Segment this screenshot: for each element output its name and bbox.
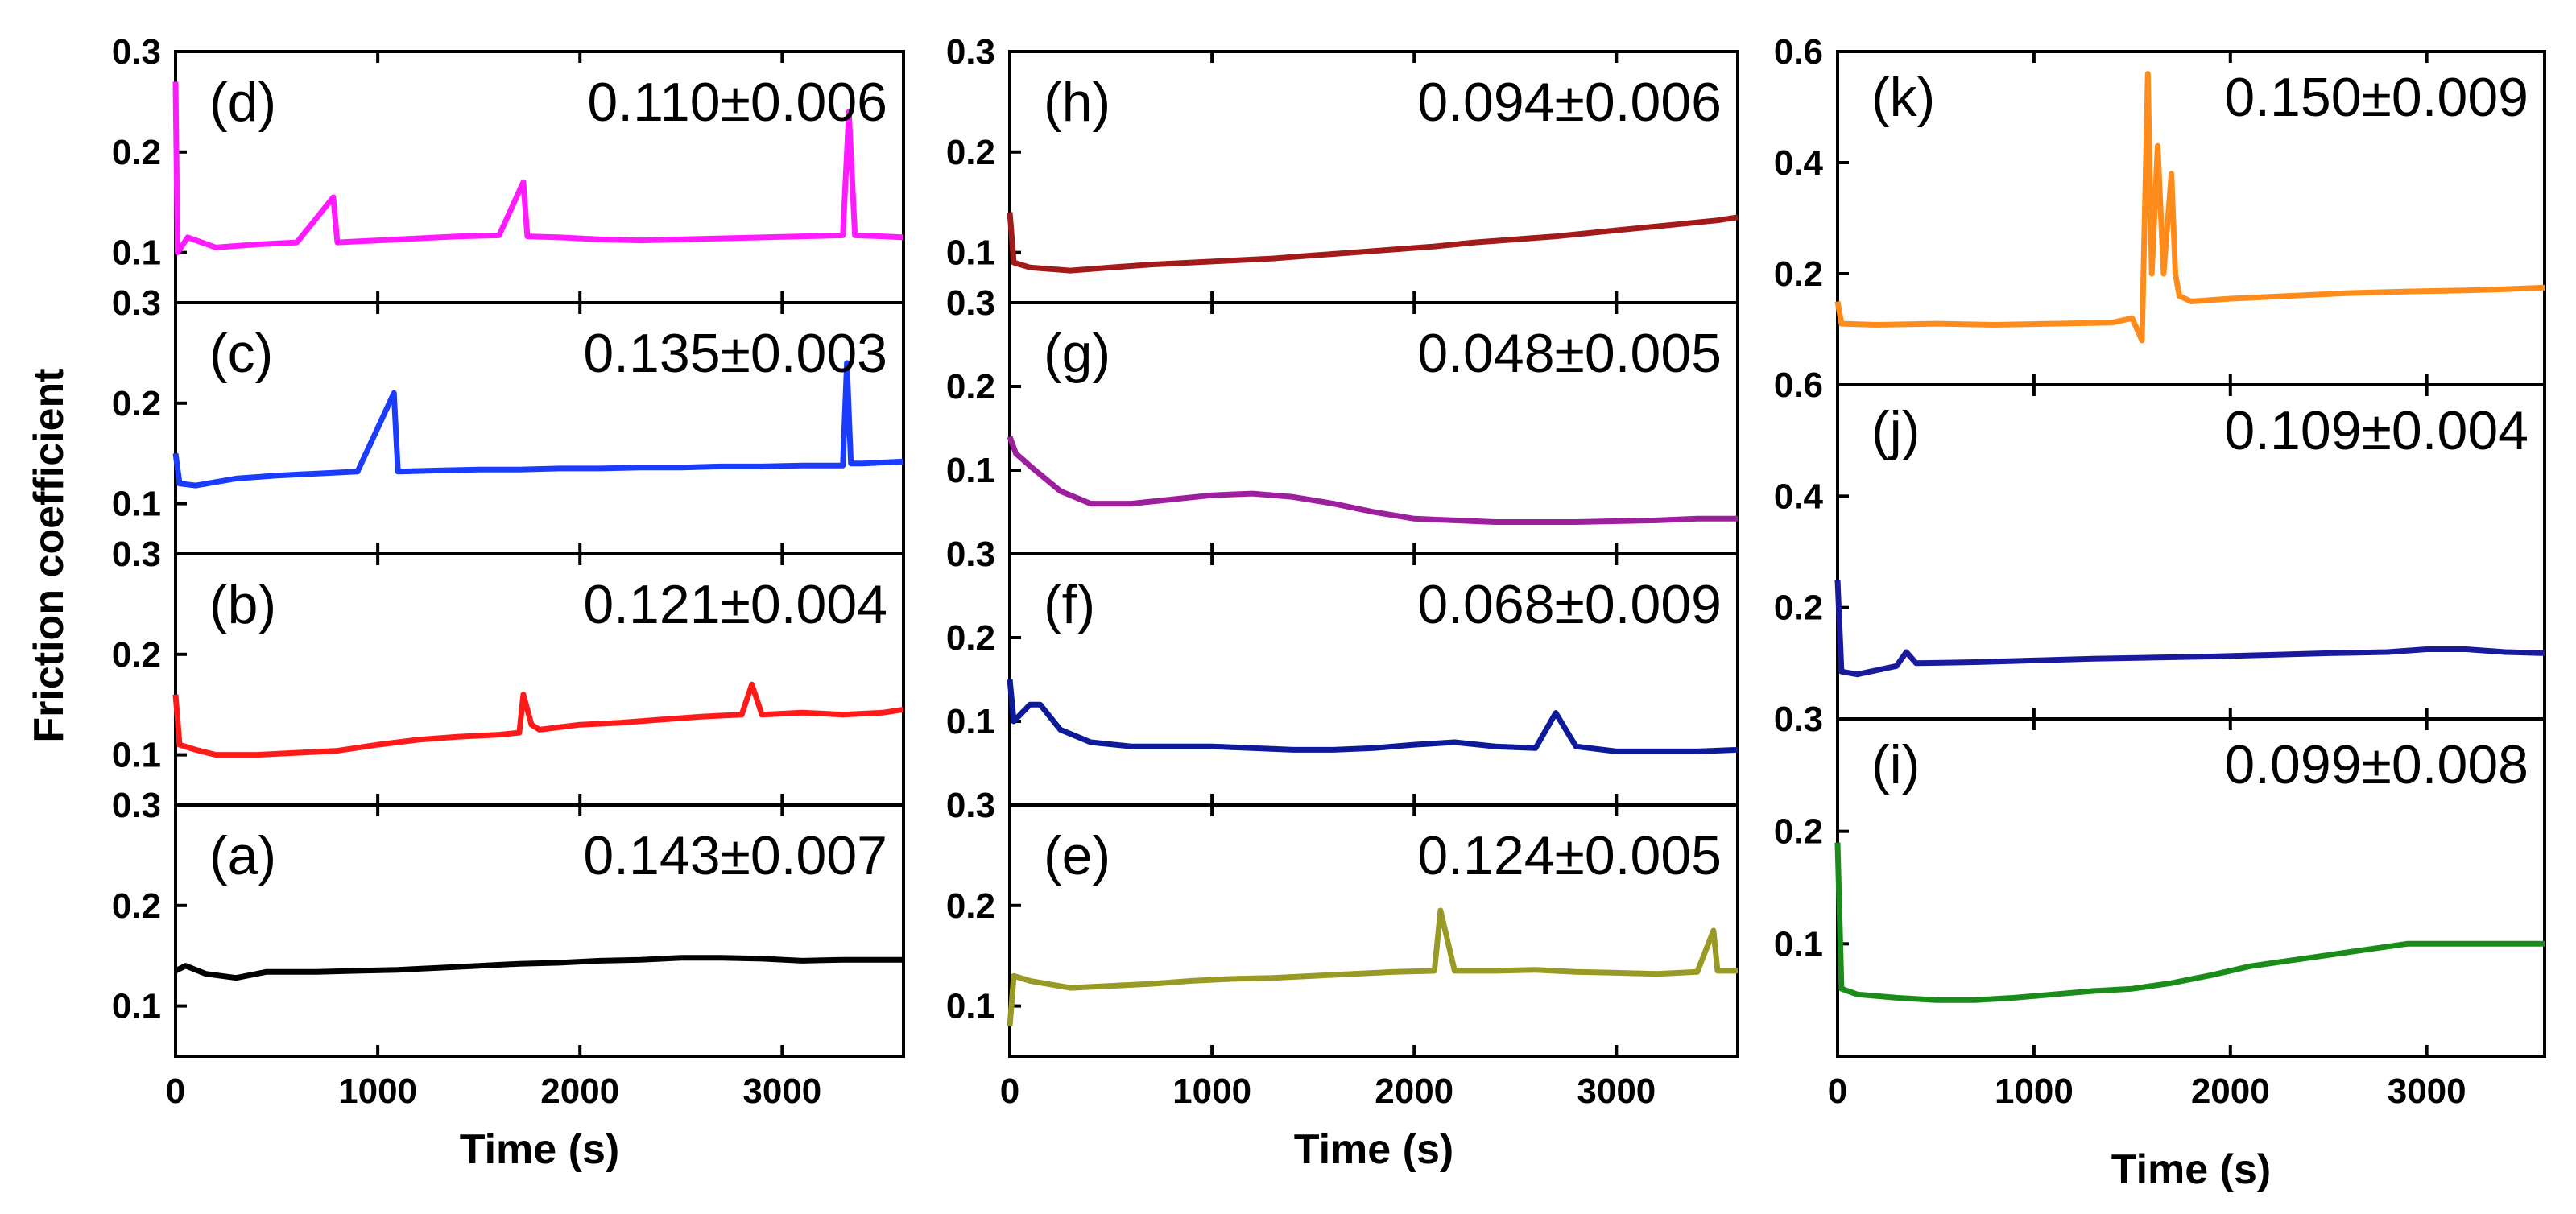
- x-tick-label: 3000: [742, 1072, 821, 1111]
- annotation-value: 0.099±0.008: [2224, 734, 2528, 795]
- x-tick-label: 0: [1000, 1072, 1019, 1111]
- plot-frame: [1008, 50, 1739, 304]
- y-tick-label: 0.3: [946, 535, 995, 574]
- panel-j: 0.6 0.4 0.2 (j) 0.109±0.004: [1774, 365, 2546, 721]
- annotation-value: 0.124±0.005: [1417, 825, 1722, 886]
- y-tick-label: 0.1: [946, 233, 995, 273]
- annotation-value: 0.094±0.006: [1417, 72, 1722, 133]
- panel-b: 0.3 0.2 0.1 (b) 0.121±0.004: [112, 535, 905, 807]
- y-tick-label: 0.3: [946, 786, 995, 825]
- y-tick-label: 0.3: [1774, 700, 1823, 739]
- series-line: [1834, 842, 2545, 1003]
- annotation-value: 0.068±0.009: [1417, 574, 1722, 635]
- series-line: [172, 81, 904, 256]
- panel-g: 0.3 0.2 0.1 (g) 0.048±0.005: [946, 283, 1739, 555]
- x-tick-label: 2000: [2191, 1072, 2270, 1111]
- y-tick-label: 0.3: [112, 32, 161, 72]
- panel-i: 0.3 0.2 0.1 0 1000 2000 3000 (i) 0.099±0.008: [1774, 700, 2546, 1111]
- x-axis-title: Time (s): [460, 1126, 619, 1173]
- y-tick-label: 0.2: [946, 886, 995, 926]
- panel-label: (k): [1871, 67, 1935, 128]
- panel-label: (g): [1044, 323, 1110, 384]
- annotation-value: 0.109±0.004: [2224, 400, 2528, 461]
- x-tick-label: 0: [166, 1072, 185, 1111]
- y-tick-label: 0.2: [112, 384, 161, 423]
- y-tick-label: 0.2: [1774, 812, 1823, 852]
- x-axis-title: Time (s): [2111, 1146, 2271, 1193]
- y-tick-label: 0.3: [112, 283, 161, 323]
- y-tick-label: 0.6: [1774, 365, 1823, 405]
- y-tick-label: 0.1: [946, 987, 995, 1026]
- x-axis-title: Time (s): [1294, 1126, 1453, 1173]
- x-tick-label: 1000: [1172, 1072, 1251, 1111]
- panel-label: (i): [1871, 734, 1920, 795]
- series-line: [172, 360, 904, 489]
- y-tick-label: 0.2: [112, 886, 161, 926]
- series-line: [172, 681, 904, 758]
- panel-label: (e): [1044, 825, 1110, 886]
- panel-label: (d): [209, 72, 276, 133]
- x-tick-label: 3000: [2388, 1072, 2466, 1111]
- series-line: [174, 955, 903, 981]
- y-tick-label: 0.1: [112, 233, 161, 273]
- panel-d: 0.3 0.2 0.1 (d) 0.110±0.006: [112, 32, 905, 304]
- y-tick-label: 0.3: [112, 786, 161, 825]
- y-tick-label: 0.3: [946, 283, 995, 323]
- panel-f: 0.3 0.2 0.1 (f) 0.068±0.009: [946, 535, 1739, 807]
- y-tick-label: 0.3: [946, 32, 995, 72]
- x-tick-label: 1000: [338, 1072, 417, 1111]
- annotation-value: 0.048±0.005: [1417, 323, 1722, 384]
- y-tick-label: 0.4: [1774, 477, 1824, 516]
- series-line: [1007, 212, 1739, 274]
- y-tick-label: 0.1: [1774, 924, 1823, 964]
- y-tick-label: 0.2: [112, 133, 161, 172]
- series-line: [1834, 579, 2545, 678]
- series-line: [1007, 679, 1739, 754]
- y-tick-label: 0.2: [1774, 254, 1823, 294]
- annotation-value: 0.135±0.003: [583, 323, 887, 384]
- y-tick-label: 0.2: [1774, 588, 1823, 628]
- series-line: [1007, 436, 1738, 525]
- y-tick-label: 0.1: [112, 736, 161, 775]
- y-tick-label: 0.1: [946, 451, 995, 490]
- panel-label: (j): [1871, 400, 1920, 461]
- plot-frame: [1836, 50, 2546, 386]
- y-tick-label: 0.1: [112, 485, 161, 524]
- x-tick-label: 2000: [540, 1072, 619, 1111]
- y-tick-label: 0.2: [946, 367, 995, 407]
- y-tick-label: 0.2: [112, 635, 161, 675]
- y-tick-label: 0.1: [112, 987, 161, 1026]
- panel-h: 0.3 0.2 0.1 (h) 0.094±0.006: [946, 32, 1739, 304]
- x-tick-label: 2000: [1375, 1072, 1453, 1111]
- panel-a: 0.3 0.2 0.1 0 1000 2000 3000 (a) 0.143±0.007: [112, 786, 905, 1111]
- annotation-value: 0.150±0.009: [2224, 67, 2528, 128]
- y-tick-label: 0.4: [1774, 143, 1824, 183]
- series-line: [1007, 907, 1738, 1026]
- panel-label: (h): [1044, 72, 1110, 133]
- y-tick-label: 0.2: [946, 133, 995, 172]
- panel-label: (a): [209, 825, 276, 886]
- annotation-value: 0.121±0.004: [583, 574, 887, 635]
- y-axis-title: Friction coefficient: [26, 368, 72, 742]
- panel-k: 0.6 0.4 0.2 (k) 0.150±0.009: [1774, 32, 2546, 386]
- annotation-value: 0.143±0.007: [583, 825, 887, 886]
- x-tick-label: 3000: [1577, 1072, 1656, 1111]
- panel-label: (c): [209, 323, 273, 384]
- y-tick-label: 0.3: [112, 535, 161, 574]
- panel-c: 0.3 0.2 0.1 (c) 0.135±0.003: [112, 283, 905, 555]
- series-line: [1834, 71, 2545, 344]
- y-tick-label: 0.1: [946, 702, 995, 741]
- y-tick-label: 0.6: [1774, 32, 1823, 72]
- x-tick-label: 1000: [1995, 1072, 2074, 1111]
- panel-e: 0.3 0.2 0.1 0 1000 2000 3000 (e) 0.124±0.005: [946, 786, 1739, 1111]
- annotation-value: 0.110±0.006: [587, 72, 887, 133]
- panel-label: (b): [209, 574, 276, 635]
- y-tick-label: 0.2: [946, 618, 995, 658]
- x-tick-label: 0: [1828, 1072, 1847, 1111]
- panel-label: (f): [1044, 574, 1095, 635]
